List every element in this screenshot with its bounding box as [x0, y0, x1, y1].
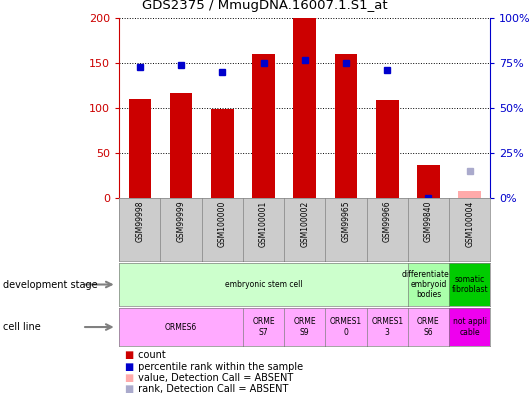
Text: ■: ■ — [125, 362, 134, 372]
Text: GSM99999: GSM99999 — [176, 200, 186, 242]
Text: differentiated
embryoid
bodies: differentiated embryoid bodies — [402, 270, 455, 299]
Text: ■: ■ — [125, 350, 134, 360]
Bar — [170, 93, 192, 198]
Text: ■: ■ — [125, 384, 134, 394]
Bar — [252, 54, 275, 198]
Text: value, Detection Call = ABSENT: value, Detection Call = ABSENT — [135, 373, 294, 383]
Text: GSM99965: GSM99965 — [341, 200, 350, 242]
Text: GDS2375 / MmugDNA.16007.1.S1_at: GDS2375 / MmugDNA.16007.1.S1_at — [142, 0, 388, 12]
Bar — [129, 99, 151, 198]
Bar — [376, 100, 399, 198]
Text: ORME
S9: ORME S9 — [294, 318, 316, 337]
Text: ■: ■ — [125, 373, 134, 383]
Text: ORME
S7: ORME S7 — [252, 318, 275, 337]
Text: GSM100001: GSM100001 — [259, 200, 268, 247]
Text: ORMES6: ORMES6 — [165, 322, 197, 332]
Text: ORME
S6: ORME S6 — [417, 318, 440, 337]
Text: embryonic stem cell: embryonic stem cell — [225, 280, 302, 289]
Text: GSM99840: GSM99840 — [424, 200, 433, 242]
Text: GSM100004: GSM100004 — [465, 200, 474, 247]
Text: GSM100000: GSM100000 — [218, 200, 227, 247]
Text: GSM99966: GSM99966 — [383, 200, 392, 242]
Text: not appli
cable: not appli cable — [453, 318, 487, 337]
Bar — [334, 54, 357, 198]
Text: cell line: cell line — [3, 322, 40, 332]
Text: count: count — [135, 350, 166, 360]
Text: GSM100002: GSM100002 — [301, 200, 309, 247]
Bar — [417, 165, 440, 198]
Text: somatic
fibroblast: somatic fibroblast — [452, 275, 488, 294]
Text: ORMES1
0: ORMES1 0 — [330, 318, 362, 337]
Text: percentile rank within the sample: percentile rank within the sample — [135, 362, 303, 372]
Bar — [458, 191, 481, 198]
Bar — [294, 18, 316, 198]
Text: rank, Detection Call = ABSENT: rank, Detection Call = ABSENT — [135, 384, 288, 394]
Bar — [211, 109, 234, 198]
Text: development stage: development stage — [3, 279, 98, 290]
Text: ORMES1
3: ORMES1 3 — [371, 318, 403, 337]
Text: GSM99998: GSM99998 — [135, 200, 144, 242]
